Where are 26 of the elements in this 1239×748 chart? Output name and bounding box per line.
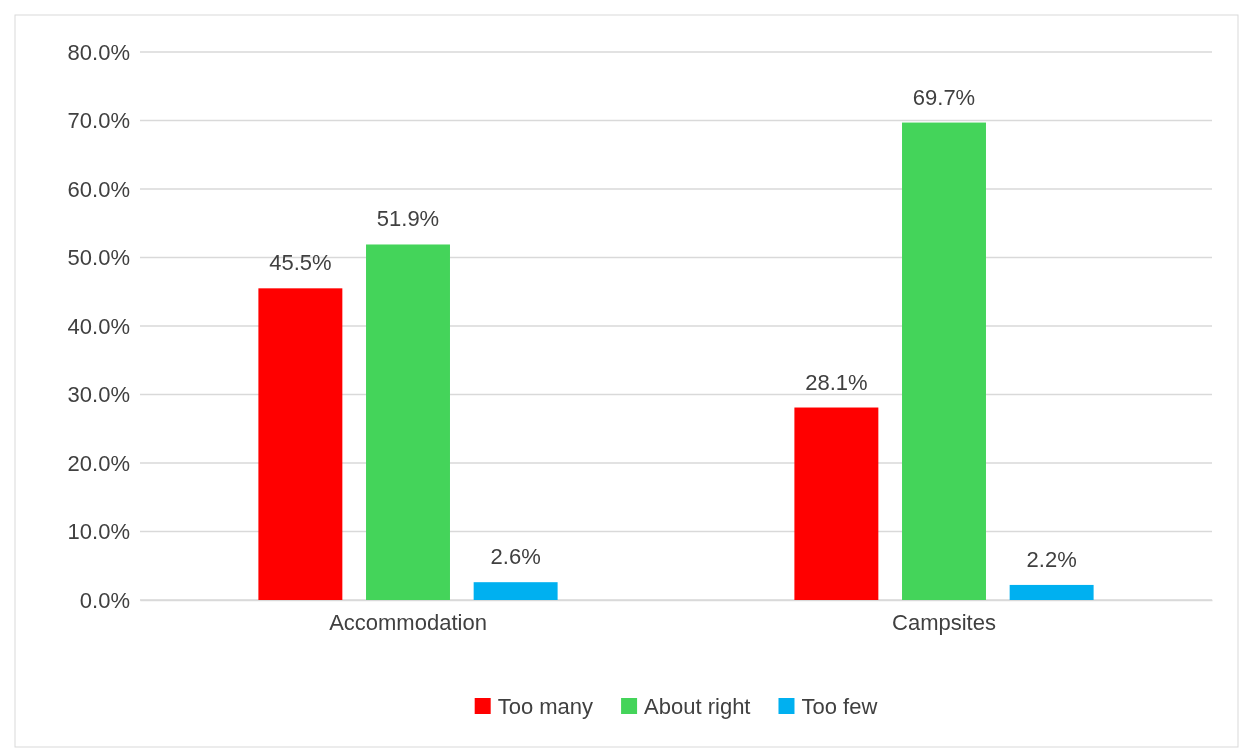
data-label: 2.6%	[490, 544, 541, 570]
y-tick-label: 20.0%	[67, 450, 130, 476]
bar	[366, 244, 450, 600]
y-tick-label: 40.0%	[67, 313, 130, 339]
bar	[473, 582, 558, 600]
legend-label: About right	[644, 694, 751, 719]
legend-label: Too many	[497, 694, 594, 719]
y-tick-label: 0.0%	[79, 587, 130, 613]
y-tick-label: 10.0%	[67, 519, 130, 545]
legend-label: Too few	[801, 694, 878, 719]
data-label: 51.9%	[376, 206, 440, 232]
y-tick-label: 60.0%	[67, 176, 130, 202]
data-label: 2.2%	[1026, 546, 1077, 572]
y-tick-label: 80.0%	[67, 39, 130, 65]
bar	[1009, 584, 1094, 600]
bar	[258, 288, 343, 600]
bar	[902, 122, 986, 600]
x-tick-label: Campsites	[892, 609, 996, 635]
x-tick-label: Accommodation	[329, 609, 487, 635]
y-tick-label: 50.0%	[67, 245, 130, 271]
bar	[794, 407, 879, 600]
data-label: 45.5%	[269, 250, 332, 276]
data-label: 69.7%	[912, 84, 976, 110]
data-label: 28.1%	[805, 369, 868, 395]
y-tick-label: 70.0%	[67, 108, 130, 134]
y-tick-label: 30.0%	[67, 382, 130, 408]
